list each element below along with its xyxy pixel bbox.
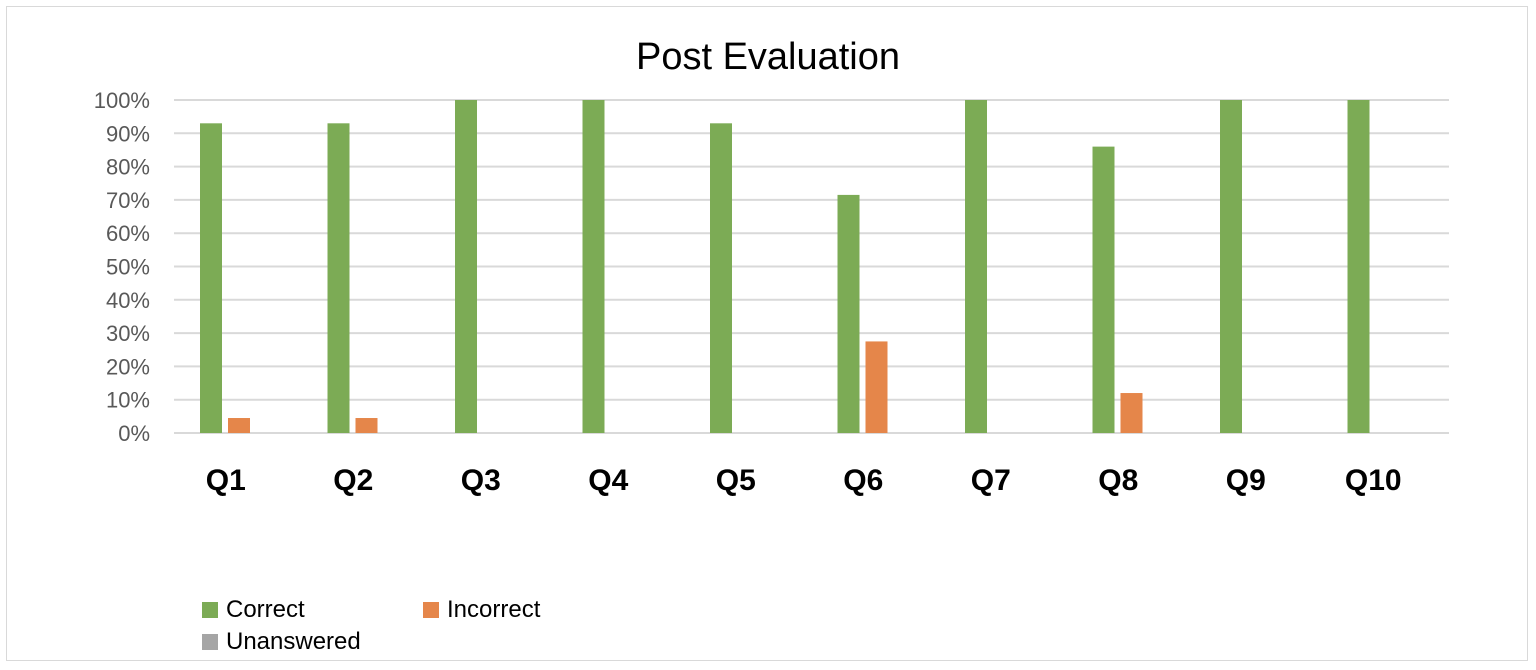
bar-correct-q1 — [200, 123, 222, 433]
bar-incorrect-q1 — [228, 418, 250, 433]
x-tick-label: Q5 — [716, 464, 756, 497]
bar-correct-q2 — [327, 123, 350, 433]
y-tick-label: 10% — [106, 388, 150, 413]
x-tick-label: Q1 — [206, 464, 246, 497]
bar-correct-q10 — [1347, 100, 1370, 433]
x-tick-label: Q9 — [1226, 464, 1266, 497]
legend-swatch-incorrect — [423, 602, 439, 618]
bar-incorrect-q6 — [865, 341, 888, 433]
legend-label-unanswered: Unanswered — [226, 628, 361, 655]
bar-incorrect-q8 — [1120, 393, 1143, 433]
x-tick-label: Q10 — [1345, 464, 1402, 497]
legend-label-incorrect: Incorrect — [447, 596, 541, 623]
y-tick-label: 40% — [106, 288, 150, 313]
bar-correct-q5 — [710, 123, 732, 433]
y-tick-label: 0% — [118, 421, 150, 446]
legend-label-correct: Correct — [226, 596, 305, 623]
legend-swatch-unanswered — [202, 634, 218, 650]
y-tick-label: 100% — [94, 88, 150, 113]
y-tick-label: 80% — [106, 155, 150, 180]
x-tick-label: Q7 — [971, 464, 1011, 497]
bar-correct-q6 — [837, 194, 860, 433]
y-tick-label: 70% — [106, 188, 150, 213]
x-tick-label: Q4 — [588, 464, 628, 497]
legend-item-incorrect: Incorrect — [423, 596, 540, 624]
y-tick-label: 20% — [106, 354, 150, 379]
y-tick-label: 60% — [106, 221, 150, 246]
chart-title: Post Evaluation — [635, 36, 901, 78]
bar-correct-q7 — [965, 100, 987, 433]
bar-correct-q4 — [582, 100, 605, 433]
legend-item-correct: Correct — [202, 596, 305, 624]
y-tick-label: 50% — [106, 255, 150, 280]
legend-swatch-correct — [202, 602, 218, 618]
x-tick-label: Q6 — [843, 464, 883, 497]
bar-correct-q8 — [1092, 146, 1115, 433]
x-tick-label: Q2 — [333, 464, 373, 497]
x-tick-label: Q3 — [461, 464, 501, 497]
y-tick-label: 90% — [106, 121, 150, 146]
bar-correct-q9 — [1220, 100, 1242, 433]
bar-incorrect-q2 — [355, 418, 378, 433]
bar-correct-q3 — [455, 100, 477, 433]
y-tick-label: 30% — [106, 321, 150, 346]
x-tick-label: Q8 — [1098, 464, 1138, 497]
legend-item-unanswered: Unanswered — [202, 628, 361, 656]
